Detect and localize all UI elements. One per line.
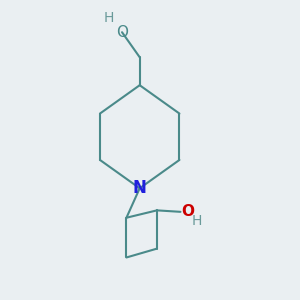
Text: O: O (181, 204, 194, 219)
Text: N: N (133, 179, 147, 197)
Text: O: O (116, 25, 128, 40)
Text: H: H (103, 11, 114, 25)
Text: H: H (191, 214, 202, 228)
